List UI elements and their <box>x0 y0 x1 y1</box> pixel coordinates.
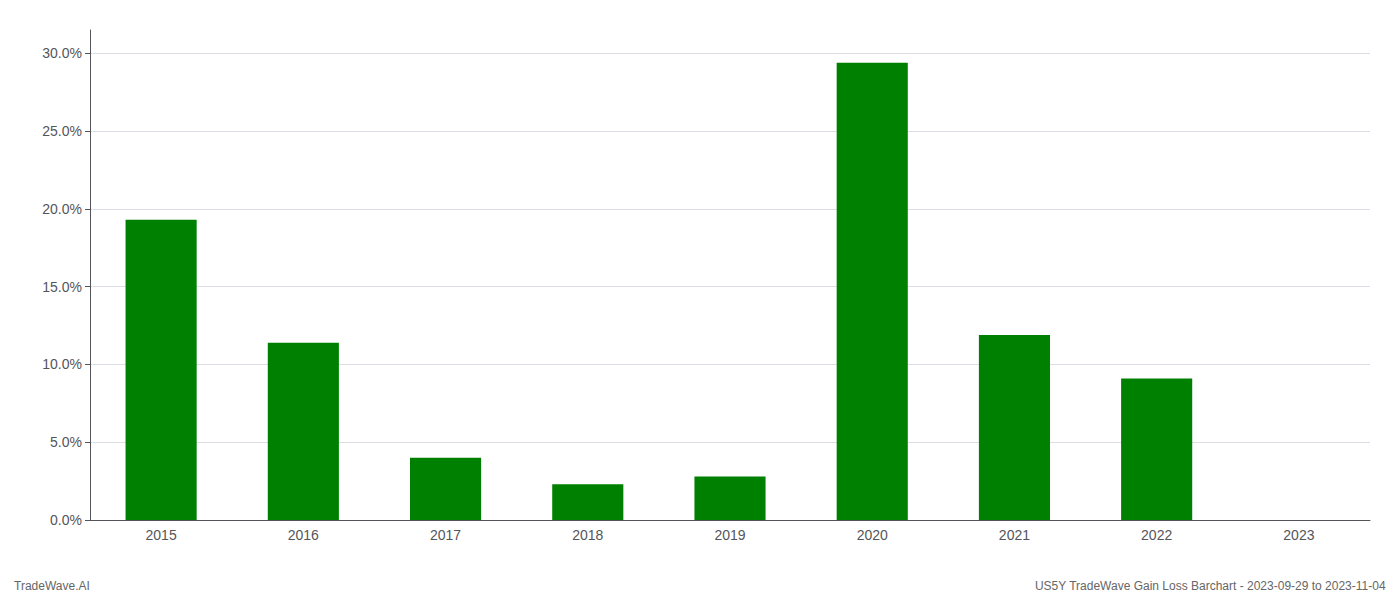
svg-text:10.0%: 10.0% <box>42 356 82 372</box>
svg-text:US5Y TradeWave Gain Loss Barch: US5Y TradeWave Gain Loss Barchart - 2023… <box>1035 579 1386 593</box>
svg-text:2022: 2022 <box>1141 527 1172 543</box>
svg-text:15.0%: 15.0% <box>42 279 82 295</box>
svg-text:2017: 2017 <box>430 527 461 543</box>
svg-text:2019: 2019 <box>714 527 745 543</box>
svg-text:2021: 2021 <box>999 527 1030 543</box>
svg-text:2016: 2016 <box>288 527 319 543</box>
svg-text:30.0%: 30.0% <box>42 45 82 61</box>
svg-text:20.0%: 20.0% <box>42 201 82 217</box>
svg-text:0.0%: 0.0% <box>50 512 82 528</box>
svg-text:2020: 2020 <box>857 527 888 543</box>
svg-text:5.0%: 5.0% <box>50 434 82 450</box>
svg-text:25.0%: 25.0% <box>42 123 82 139</box>
svg-text:TradeWave.AI: TradeWave.AI <box>14 579 90 593</box>
svg-text:2015: 2015 <box>146 527 177 543</box>
svg-text:2018: 2018 <box>572 527 603 543</box>
svg-text:2023: 2023 <box>1283 527 1314 543</box>
